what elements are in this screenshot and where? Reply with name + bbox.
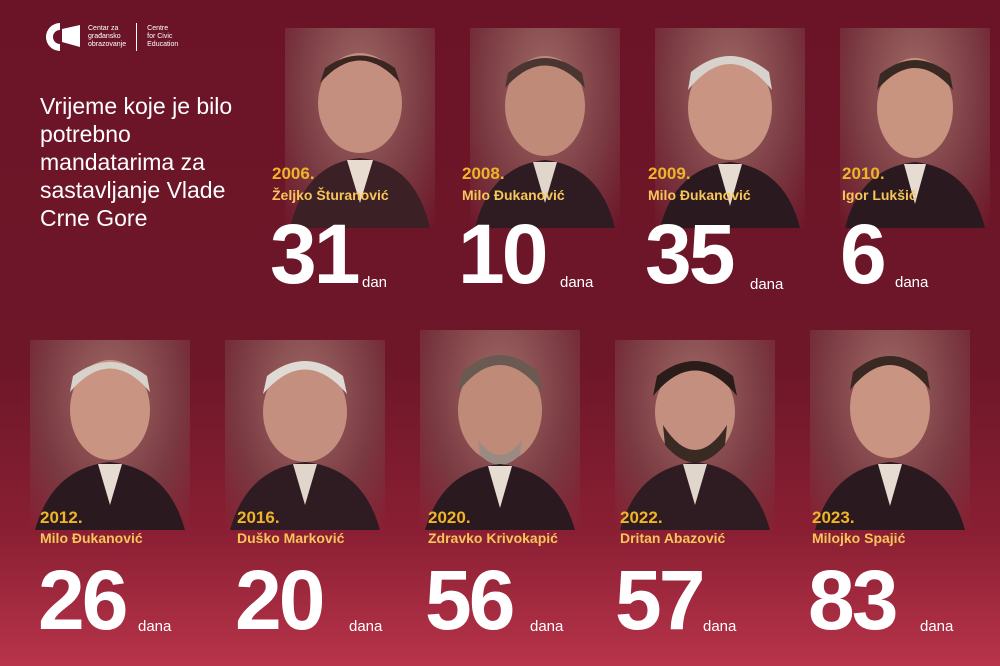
portrait-icon [285,28,435,228]
entry-year: 2008. [462,164,505,183]
entry-days: 31 [270,207,360,301]
entry-unit: dana [138,618,172,635]
portrait-icon [420,330,580,530]
entry-year: 2006. [272,164,315,183]
portrait-icon [840,28,990,228]
portrait-icon [810,330,970,530]
headline: Vrijeme koje je bilo potrebno mandatarim… [40,93,233,231]
entry-year: 2022. [620,508,663,527]
entry-name: Milo Đukanović [648,187,751,203]
entry-unit: dana [560,274,594,291]
entry-year: 2023. [812,508,855,527]
entry-name: Milojko Spajić [812,530,906,546]
portrait-icon [30,340,190,530]
entry-days: 83 [808,553,898,647]
portrait-icon [470,28,620,228]
entry-year: 2009. [648,164,691,183]
logo-text-local: Centar za građansko obrazovanje [88,25,127,48]
entry-unit: dana [530,618,564,635]
entry-days: 26 [38,553,128,647]
entry-year: 2012. [40,508,83,527]
entry-days: 35 [645,207,735,301]
entry-year: 2020. [428,508,471,527]
logo-divider [136,23,138,51]
entry-year: 2016. [237,508,280,527]
entry-year: 2010. [842,164,885,183]
entry-unit: dana [703,618,737,635]
entry-days: 57 [615,553,705,647]
entry-name: Milo Đukanović [40,530,143,546]
entry-name: Željko Šturanović [272,187,389,203]
entry-name: Duško Marković [237,530,345,546]
entry-name: Zdravko Krivokapić [428,530,558,546]
entry-unit: dana [920,618,954,635]
entry-days: 20 [235,553,325,647]
portrait-icon [615,340,775,530]
entry-unit: dana [750,276,784,293]
entry-days: 10 [458,207,548,301]
entry-unit: dana [349,618,383,635]
entry-name: Igor Lukšić [842,187,917,203]
entry-days: 6 [840,207,887,301]
entry-days: 56 [425,553,515,647]
entry-name: Dritan Abazović [620,530,726,546]
entry-name: Milo Đukanović [462,187,565,203]
portrait-icon [655,28,805,228]
logo-text-english: Centre for Civic Education [147,25,179,48]
cgo-logo-icon [40,20,82,54]
cgo-logo: Centar za građansko obrazovanje Centre f… [40,20,178,54]
entry-unit: dan [362,274,388,291]
entry-unit: dana [895,274,929,291]
portrait-icon [225,340,385,530]
